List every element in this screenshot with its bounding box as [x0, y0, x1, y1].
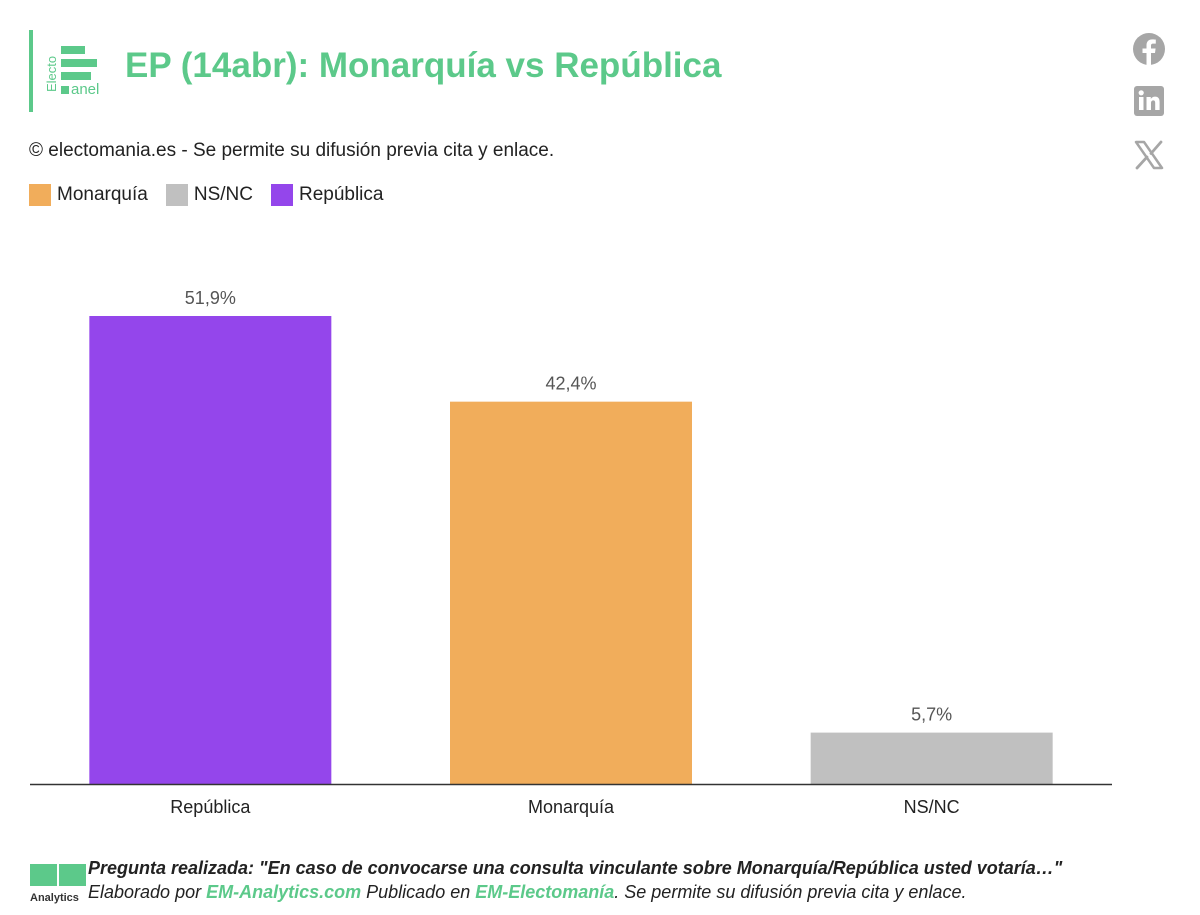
electopanel-logo: Electo anel — [44, 44, 110, 100]
credit-prefix: Elaborado por — [88, 882, 207, 902]
bar-chart: 51,9% República 42,4% Monarquía 5,7% NS/NC — [30, 288, 1112, 817]
footer-text: Pregunta realizada: "En caso de convocar… — [88, 856, 1198, 904]
legend-item-republica[interactable]: República — [270, 184, 384, 206]
bar[interactable] — [89, 316, 332, 784]
logo-bottom-text: anel — [71, 81, 100, 98]
legend-item-nsnc[interactable]: NS/NC — [165, 184, 253, 206]
legend-label: Monarquía — [57, 184, 148, 205]
legend-swatch — [165, 184, 188, 206]
logo-subtext: Analytics — [30, 892, 79, 904]
em-electomania-link[interactable]: EM-Electomanía — [475, 882, 615, 902]
em-analytics-link[interactable]: EM-Analytics.com — [206, 882, 362, 902]
legend-swatch — [270, 184, 293, 206]
linkedin-icon[interactable] — [1132, 84, 1166, 118]
legend-item-monarquia[interactable]: Monarquía — [29, 184, 148, 206]
facebook-icon[interactable] — [1132, 32, 1166, 66]
accent-bar — [29, 30, 33, 112]
data-label: 5,7% — [911, 705, 952, 725]
data-label: 51,9% — [185, 288, 236, 308]
x-tick-label: República — [170, 797, 251, 817]
credit-middle: Publicado en — [361, 882, 476, 902]
chart-legend: Monarquía NS/NC República — [29, 184, 383, 206]
credit-suffix: . Se permite su difusión previa cita y e… — [614, 882, 967, 902]
x-tick-label: NS/NC — [904, 797, 960, 817]
legend-swatch — [29, 184, 51, 206]
x-tick-label: Monarquía — [528, 797, 615, 817]
chart-title: EP (14abr): Monarquía vs República — [125, 46, 722, 85]
question-text: Pregunta realizada: "En caso de convocar… — [88, 858, 1063, 878]
x-icon[interactable] — [1132, 138, 1166, 172]
logo-vertical-text: Electo — [44, 55, 59, 93]
bar[interactable] — [810, 732, 1053, 784]
bar[interactable] — [450, 401, 692, 784]
em-analytics-logo: Analytics — [30, 864, 86, 908]
data-label: 42,4% — [545, 374, 596, 394]
copyright-notice: © electomania.es - Se permite su difusió… — [29, 140, 555, 161]
legend-label: NS/NC — [193, 184, 253, 205]
legend-label: República — [298, 184, 384, 205]
